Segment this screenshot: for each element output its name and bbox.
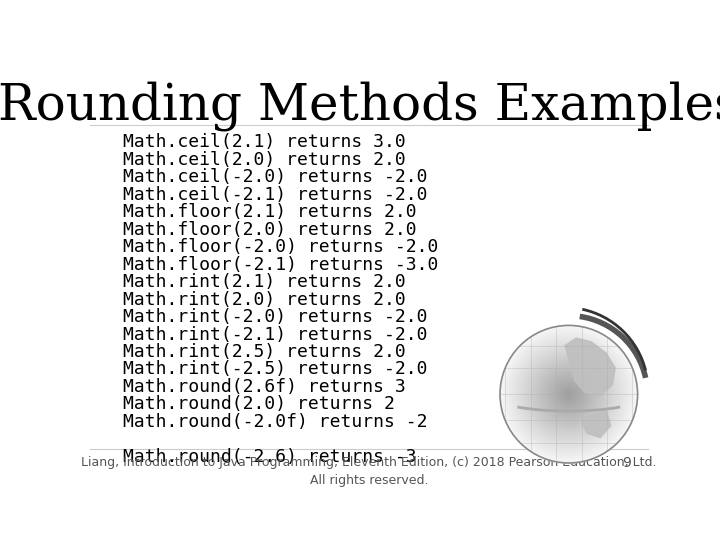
Circle shape: [552, 377, 586, 411]
Circle shape: [565, 391, 572, 397]
Circle shape: [520, 345, 618, 443]
Text: Math.ceil(-2.1) returns -2.0: Math.ceil(-2.1) returns -2.0: [124, 186, 428, 204]
Circle shape: [548, 373, 590, 415]
Text: Math.rint(-2.1) returns -2.0: Math.rint(-2.1) returns -2.0: [124, 326, 428, 343]
Circle shape: [513, 338, 625, 450]
Circle shape: [521, 346, 616, 442]
Circle shape: [510, 336, 627, 453]
Circle shape: [555, 380, 582, 408]
Circle shape: [526, 351, 612, 437]
Circle shape: [528, 353, 610, 435]
Text: Math.rint(2.0) returns 2.0: Math.rint(2.0) returns 2.0: [124, 291, 406, 308]
Circle shape: [516, 341, 622, 448]
Circle shape: [531, 357, 606, 431]
Circle shape: [552, 378, 585, 410]
Circle shape: [524, 350, 613, 438]
Polygon shape: [565, 338, 615, 396]
Text: Math.floor(-2.0) returns -2.0: Math.floor(-2.0) returns -2.0: [124, 238, 439, 256]
Circle shape: [523, 349, 614, 440]
Circle shape: [518, 344, 619, 444]
Circle shape: [541, 366, 597, 422]
Text: Math.round(2.6f) returns 3: Math.round(2.6f) returns 3: [124, 378, 406, 396]
Circle shape: [536, 362, 601, 427]
Circle shape: [563, 388, 575, 400]
Circle shape: [549, 374, 589, 414]
Text: Math.floor(2.1) returns 2.0: Math.floor(2.1) returns 2.0: [124, 203, 417, 221]
Text: Math.rint(2.5) returns 2.0: Math.rint(2.5) returns 2.0: [124, 343, 406, 361]
Text: Math.round(-2.6) returns -3: Math.round(-2.6) returns -3: [124, 448, 417, 466]
Circle shape: [533, 358, 605, 430]
Text: Math.ceil(2.0) returns 2.0: Math.ceil(2.0) returns 2.0: [124, 151, 406, 169]
Circle shape: [557, 382, 580, 406]
Circle shape: [507, 333, 631, 456]
Text: Liang, Introduction to Java Programming, Eleventh Edition, (c) 2018 Pearson Educ: Liang, Introduction to Java Programming,…: [81, 456, 657, 488]
Circle shape: [508, 334, 629, 455]
Circle shape: [500, 326, 638, 463]
Circle shape: [501, 327, 636, 462]
Circle shape: [558, 384, 580, 404]
Circle shape: [505, 330, 633, 458]
Circle shape: [531, 356, 607, 433]
Text: Math.ceil(2.1) returns 3.0: Math.ceil(2.1) returns 3.0: [124, 133, 406, 151]
Circle shape: [546, 372, 591, 416]
Text: Math.rint(-2.0) returns -2.0: Math.rint(-2.0) returns -2.0: [124, 308, 428, 326]
Text: Math.round(-2.0f) returns -2: Math.round(-2.0f) returns -2: [124, 413, 428, 431]
Text: Math.floor(-2.1) returns -3.0: Math.floor(-2.1) returns -3.0: [124, 255, 439, 274]
Circle shape: [540, 365, 598, 423]
Circle shape: [514, 340, 624, 449]
Text: Math.rint(2.1) returns 2.0: Math.rint(2.1) returns 2.0: [124, 273, 406, 291]
Circle shape: [522, 348, 616, 441]
Text: Math.floor(2.0) returns 2.0: Math.floor(2.0) returns 2.0: [124, 221, 417, 239]
Text: Math.round(2.0) returns 2: Math.round(2.0) returns 2: [124, 395, 395, 413]
Circle shape: [537, 363, 600, 426]
Circle shape: [546, 371, 592, 417]
Circle shape: [534, 359, 604, 429]
Text: Math.ceil(-2.0) returns -2.0: Math.ceil(-2.0) returns -2.0: [124, 168, 428, 186]
Circle shape: [564, 389, 573, 399]
Circle shape: [512, 337, 626, 451]
Circle shape: [556, 381, 582, 407]
Circle shape: [539, 364, 599, 424]
Circle shape: [550, 375, 588, 413]
Text: Math.rint(-2.5) returns -2.0: Math.rint(-2.5) returns -2.0: [124, 360, 428, 379]
Circle shape: [554, 379, 584, 409]
Circle shape: [543, 369, 595, 420]
Circle shape: [562, 387, 576, 401]
Circle shape: [544, 370, 593, 418]
Circle shape: [561, 386, 577, 402]
Circle shape: [567, 393, 570, 395]
Polygon shape: [582, 410, 611, 437]
Circle shape: [542, 367, 595, 421]
Circle shape: [509, 335, 629, 454]
Circle shape: [559, 385, 578, 403]
Circle shape: [567, 392, 571, 396]
Text: 9: 9: [622, 456, 631, 470]
Circle shape: [527, 352, 611, 436]
Circle shape: [518, 343, 620, 445]
Text: Rounding Methods Examples: Rounding Methods Examples: [0, 82, 720, 131]
Circle shape: [529, 355, 608, 434]
Circle shape: [503, 328, 635, 461]
Circle shape: [516, 342, 621, 447]
Circle shape: [506, 331, 631, 457]
Circle shape: [503, 329, 634, 460]
Circle shape: [535, 360, 603, 428]
